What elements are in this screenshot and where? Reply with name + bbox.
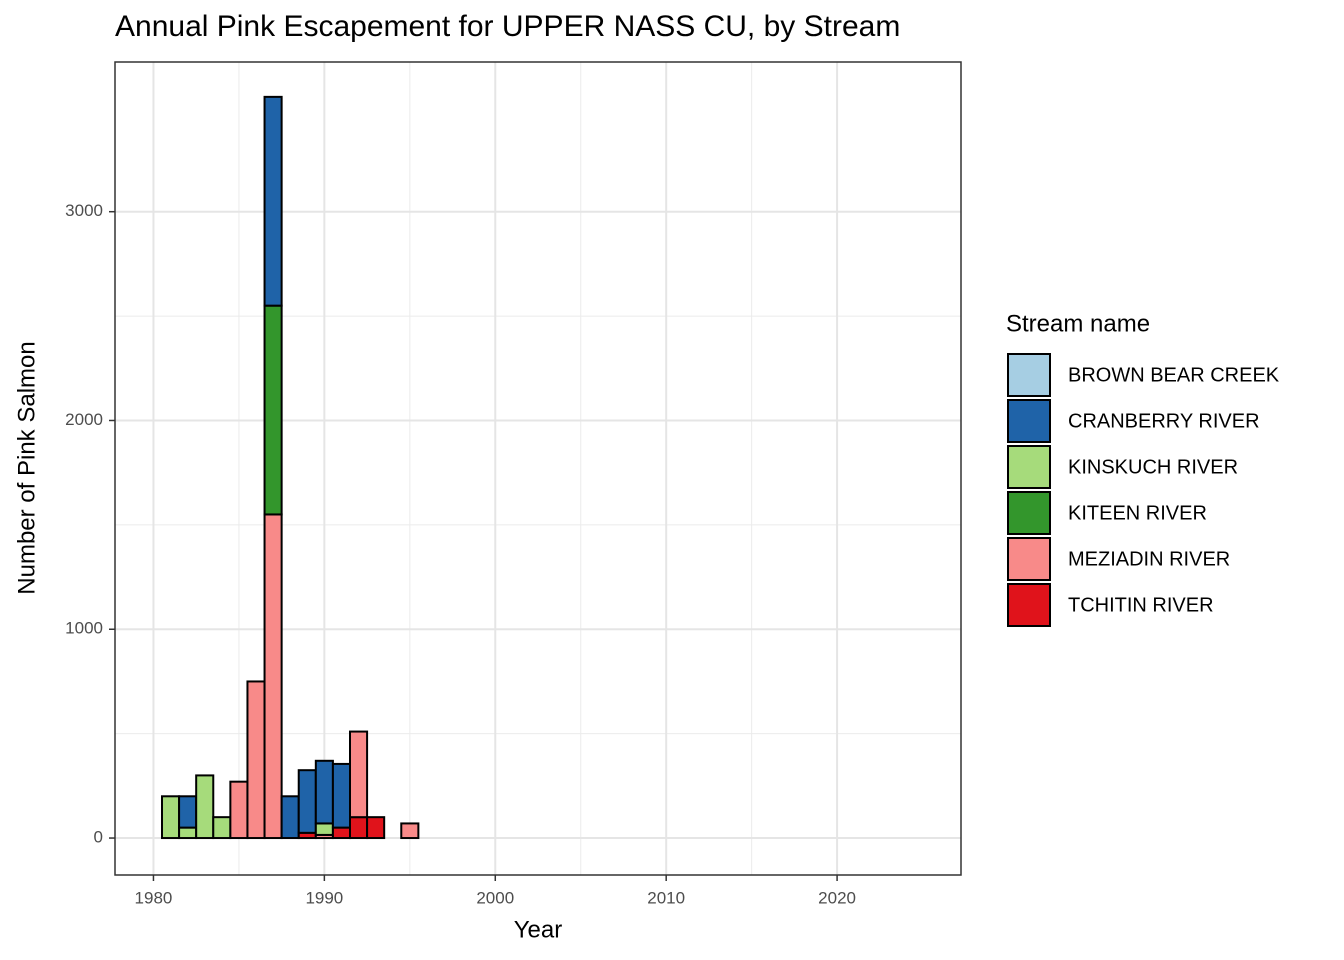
bar bbox=[161, 795, 181, 840]
bar bbox=[349, 816, 369, 840]
legend-label: CRANBERRY RIVER bbox=[1068, 410, 1260, 432]
bar bbox=[263, 513, 283, 840]
bar bbox=[349, 730, 369, 819]
y-tick-label: 1000 bbox=[65, 619, 103, 638]
bar bbox=[331, 826, 351, 840]
legend-key bbox=[1007, 353, 1051, 397]
bar bbox=[229, 780, 249, 840]
legend-key bbox=[1007, 445, 1051, 489]
x-tick-label: 2000 bbox=[476, 888, 514, 907]
y-tick-label: 2000 bbox=[65, 410, 103, 429]
bar bbox=[366, 816, 386, 840]
bar bbox=[195, 774, 215, 840]
legend-key bbox=[1007, 537, 1051, 581]
legend-key bbox=[1007, 399, 1051, 443]
legend-label: KINSKUCH RIVER bbox=[1068, 456, 1238, 478]
bar bbox=[400, 822, 420, 840]
y-tick-label: 0 bbox=[94, 828, 103, 847]
bar bbox=[331, 762, 351, 829]
bar bbox=[297, 769, 317, 834]
plot-border bbox=[114, 61, 962, 876]
x-tick-label: 1990 bbox=[305, 888, 343, 907]
x-axis-title: Year bbox=[514, 916, 563, 943]
y-tick-label: 3000 bbox=[65, 201, 103, 220]
y-axis-title: Number of Pink Salmon bbox=[13, 341, 40, 594]
bar bbox=[314, 759, 334, 825]
bar bbox=[280, 795, 300, 840]
legend-label: TCHITIN RIVER bbox=[1068, 594, 1214, 616]
bar bbox=[178, 795, 198, 829]
legend-label: BROWN BEAR CREEK bbox=[1068, 364, 1280, 386]
legend-title: Stream name bbox=[1006, 310, 1150, 337]
x-tick-label: 2020 bbox=[818, 888, 856, 907]
x-tick-label: 1980 bbox=[135, 888, 173, 907]
bar bbox=[263, 95, 283, 307]
x-tick-label: 2010 bbox=[647, 888, 685, 907]
chart-title: Annual Pink Escapement for UPPER NASS CU… bbox=[115, 10, 900, 43]
bar bbox=[314, 822, 334, 836]
bar bbox=[246, 680, 266, 840]
bar bbox=[212, 816, 232, 840]
legend-key bbox=[1007, 583, 1051, 627]
legend-key bbox=[1007, 491, 1051, 535]
bar bbox=[178, 826, 198, 840]
legend-label: KITEEN RIVER bbox=[1068, 502, 1207, 524]
legend-label: MEZIADIN RIVER bbox=[1068, 548, 1230, 570]
bar bbox=[263, 304, 283, 516]
